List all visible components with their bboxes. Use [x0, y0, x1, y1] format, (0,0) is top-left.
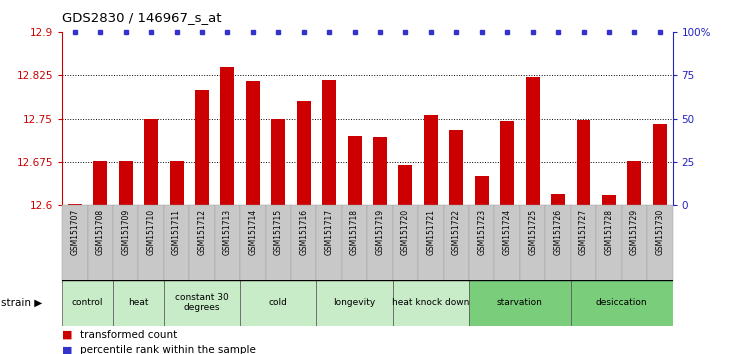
Bar [393, 280, 469, 326]
Text: GSM151707: GSM151707 [70, 209, 80, 256]
Bar [322, 80, 336, 205]
Bar [551, 194, 565, 205]
Text: GSM151716: GSM151716 [299, 209, 308, 255]
Text: GSM151718: GSM151718 [350, 209, 359, 255]
Bar [602, 195, 616, 205]
Bar [469, 280, 571, 326]
Text: GSM151714: GSM151714 [249, 209, 257, 255]
Bar [164, 205, 189, 283]
Bar [221, 67, 235, 205]
Bar [627, 161, 641, 205]
Bar [424, 115, 438, 205]
Bar [189, 205, 215, 283]
Bar [68, 204, 82, 205]
Bar [647, 205, 673, 283]
Bar [520, 205, 545, 283]
Text: desiccation: desiccation [596, 298, 648, 307]
Bar [94, 161, 107, 205]
Text: GSM151730: GSM151730 [655, 209, 664, 256]
Bar [118, 161, 133, 205]
Bar [393, 205, 418, 283]
Bar [240, 280, 317, 326]
Bar [348, 136, 362, 205]
Text: heat: heat [128, 298, 148, 307]
Bar [577, 120, 591, 205]
Bar [621, 205, 647, 283]
Text: heat knock down: heat knock down [393, 298, 469, 307]
Bar [144, 119, 158, 205]
Bar [474, 176, 489, 205]
Text: GSM151722: GSM151722 [452, 209, 461, 255]
Bar [398, 165, 412, 205]
Text: GSM151712: GSM151712 [197, 209, 207, 255]
Bar [170, 161, 183, 205]
Text: GSM151711: GSM151711 [172, 209, 181, 255]
Bar [164, 280, 240, 326]
Bar [469, 205, 494, 283]
Bar [271, 119, 285, 205]
Bar [500, 121, 514, 205]
Text: ■: ■ [62, 346, 72, 354]
Bar [265, 205, 291, 283]
Text: percentile rank within the sample: percentile rank within the sample [80, 346, 257, 354]
Text: GSM151713: GSM151713 [223, 209, 232, 255]
Bar [113, 205, 138, 283]
Text: GSM151726: GSM151726 [553, 209, 563, 255]
Bar [62, 280, 113, 326]
Bar [240, 205, 265, 283]
Bar [373, 137, 387, 205]
Text: GSM151720: GSM151720 [401, 209, 410, 255]
Bar [494, 205, 520, 283]
Text: GSM151721: GSM151721 [426, 209, 436, 255]
Text: GSM151723: GSM151723 [477, 209, 486, 255]
Bar [596, 205, 621, 283]
Text: strain ▶: strain ▶ [1, 298, 42, 308]
Text: cold: cold [269, 298, 288, 307]
Bar [88, 205, 113, 283]
Bar [545, 205, 571, 283]
Bar [246, 81, 260, 205]
Text: GSM151709: GSM151709 [121, 209, 130, 256]
Text: GSM151728: GSM151728 [605, 209, 613, 255]
Text: GSM151727: GSM151727 [579, 209, 588, 255]
Text: GSM151719: GSM151719 [376, 209, 385, 255]
Text: GSM151717: GSM151717 [325, 209, 333, 255]
Text: control: control [72, 298, 103, 307]
Bar [450, 130, 463, 205]
Text: GSM151715: GSM151715 [274, 209, 283, 255]
Text: GSM151724: GSM151724 [503, 209, 512, 255]
Bar [418, 205, 444, 283]
Bar [317, 205, 342, 283]
Bar [113, 280, 164, 326]
Text: GSM151710: GSM151710 [147, 209, 156, 255]
Bar [195, 90, 209, 205]
Bar [342, 205, 367, 283]
Bar [291, 205, 317, 283]
Bar [367, 205, 393, 283]
Text: constant 30
degrees: constant 30 degrees [175, 293, 229, 312]
Bar [571, 280, 673, 326]
Text: GDS2830 / 146967_s_at: GDS2830 / 146967_s_at [62, 11, 221, 24]
Bar [444, 205, 469, 283]
Text: transformed count: transformed count [80, 330, 178, 339]
Text: starvation: starvation [497, 298, 543, 307]
Text: longevity: longevity [333, 298, 376, 307]
Bar [317, 280, 393, 326]
Bar [215, 205, 240, 283]
Bar [571, 205, 596, 283]
Bar [297, 101, 311, 205]
Text: GSM151725: GSM151725 [528, 209, 537, 255]
Text: ■: ■ [62, 330, 72, 339]
Bar [138, 205, 164, 283]
Bar [526, 77, 539, 205]
Bar [62, 205, 88, 283]
Text: GSM151729: GSM151729 [630, 209, 639, 255]
Bar [653, 124, 667, 205]
Text: GSM151708: GSM151708 [96, 209, 105, 255]
